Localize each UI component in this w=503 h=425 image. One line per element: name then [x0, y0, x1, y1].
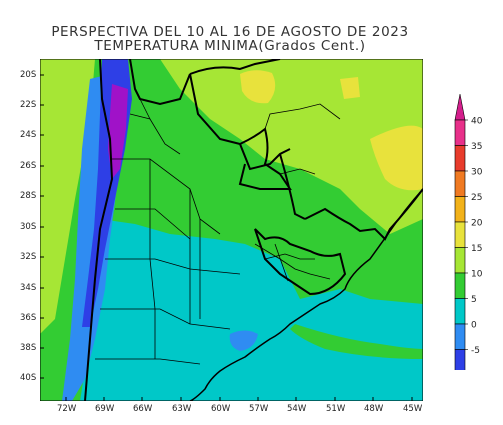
lat-label: 22S	[20, 100, 37, 110]
band-15-20-chile	[40, 59, 95, 334]
colorbar-tick-label: 0	[471, 321, 477, 331]
colorbar-band	[454, 272, 466, 299]
lat-label: 34S	[20, 283, 37, 293]
map-title: PERSPECTIVA DEL 10 AL 16 DE AGOSTO DE 20…	[51, 24, 409, 40]
colorbar-top-arrow	[454, 93, 466, 121]
colorbar-band	[454, 196, 466, 223]
colorbar-tick-label: 35	[471, 142, 482, 152]
colorbar-band	[454, 349, 466, 370]
colorbar-band	[454, 323, 466, 350]
colorbar-tick-label: -5	[471, 346, 480, 356]
colorbar-band	[454, 221, 466, 248]
lon-label: 63W	[172, 404, 192, 414]
lon-label: 69W	[95, 404, 115, 414]
colorbar-tick-label: 25	[471, 193, 482, 203]
colorbar-tick-label: 15	[471, 244, 482, 254]
lon-label: 66W	[133, 404, 153, 414]
band-20-25-east	[370, 125, 423, 191]
colorbar-tick-label: 5	[471, 295, 477, 305]
lat-label: 20S	[20, 70, 37, 80]
colorbar-band	[454, 119, 466, 146]
colorbar-tick-label: 30	[471, 168, 483, 178]
colorbar-tick-label: 10	[471, 270, 483, 280]
band-20-25-north-b	[340, 77, 360, 99]
temperature-map	[40, 59, 423, 401]
band-5-10	[80, 219, 423, 401]
lat-label: 38S	[20, 343, 37, 353]
lon-label: 54W	[287, 404, 307, 414]
colorbar-band	[454, 170, 466, 197]
country-borders	[84, 59, 423, 401]
band-0-5-south	[229, 330, 258, 351]
lat-label: 32S	[20, 252, 37, 262]
lon-label: 51W	[326, 404, 346, 414]
band-10-15-coast	[290, 324, 423, 359]
map-subtitle: TEMPERATURA MINIMA(Grados Cent.)	[94, 38, 366, 54]
temperature-colorbar: 40 35 30 25 20 15 10 5 0 -5	[454, 93, 483, 370]
colorbar-tick-label: 40	[471, 117, 483, 127]
lon-label: 45W	[403, 404, 423, 414]
province-borders	[95, 98, 341, 365]
lat-label: 28S	[20, 191, 37, 201]
band-20-25-north	[240, 70, 276, 104]
axis-ticks	[40, 74, 413, 401]
atlantic-coastline	[189, 188, 423, 401]
colorbar-band	[454, 145, 466, 172]
band-15-20-north	[160, 59, 423, 234]
lon-label: 48W	[364, 404, 384, 414]
lon-label: 60W	[211, 404, 231, 414]
lat-label: 30S	[20, 222, 37, 232]
colorbar-band	[454, 247, 466, 274]
band-below-minus5	[108, 84, 128, 179]
colorbar-band	[454, 298, 466, 325]
colorbar-tick-label: 20	[471, 219, 483, 229]
lat-label: 24S	[20, 130, 37, 140]
lat-label: 26S	[20, 161, 37, 171]
lon-label: 72W	[57, 404, 77, 414]
lat-label: 36S	[20, 313, 37, 323]
lon-label: 57W	[249, 404, 269, 414]
lat-label: 40S	[20, 373, 37, 383]
